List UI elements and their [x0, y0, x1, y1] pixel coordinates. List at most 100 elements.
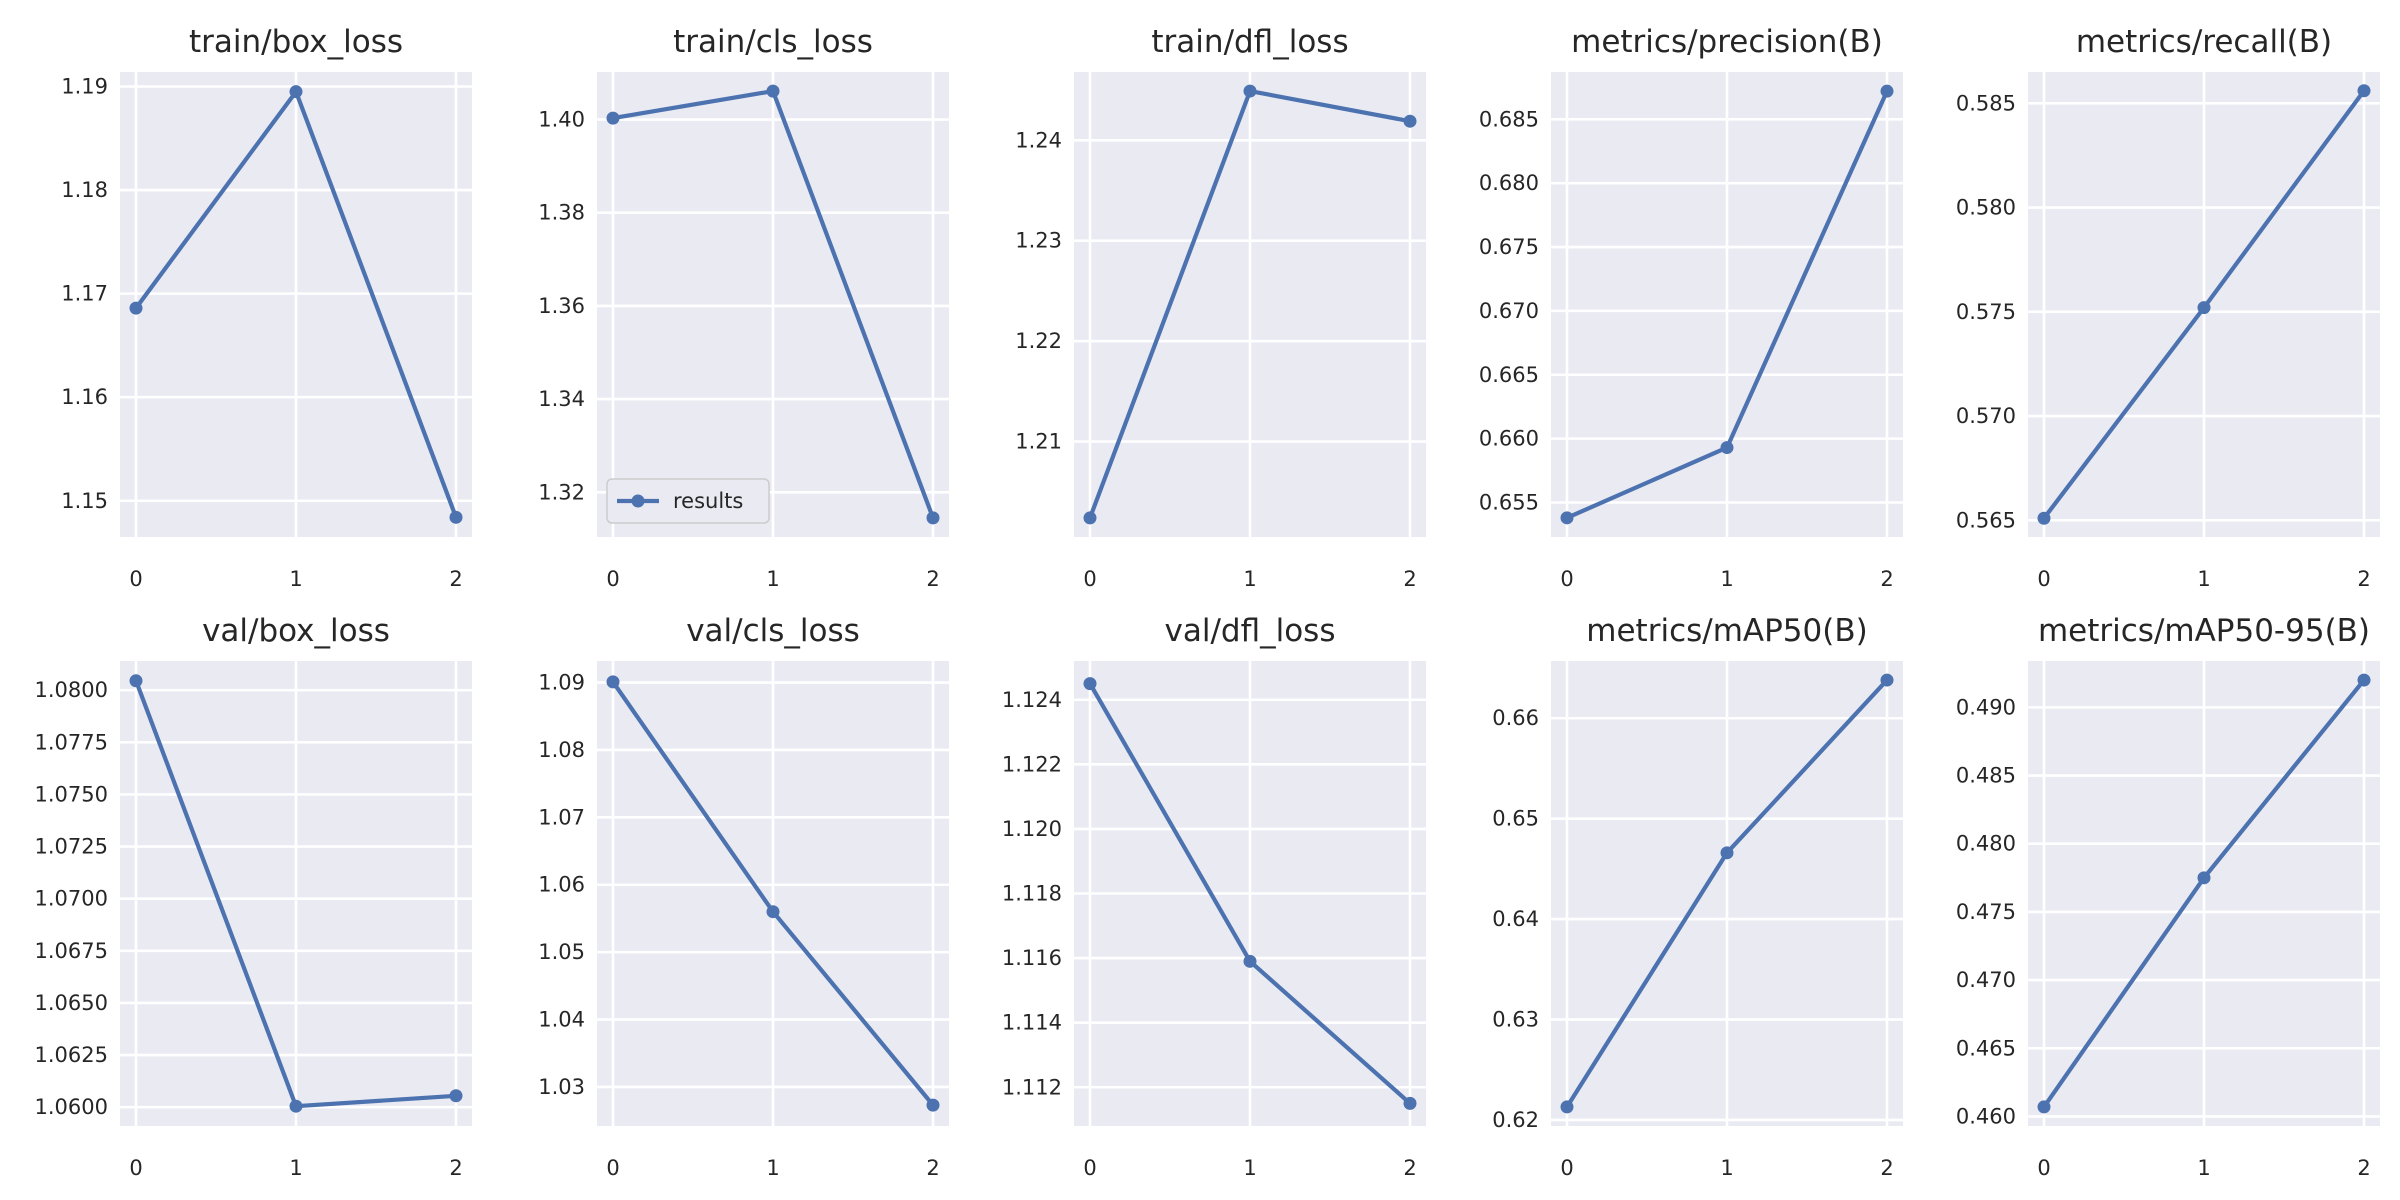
data-point: [2037, 1100, 2051, 1114]
y-tick-label: 1.22: [1015, 329, 1062, 353]
y-tick-label: 0.66: [1492, 706, 1539, 730]
subplot-2: 0 1 2 1.32 1.34 1.36 1.38 1.40 train/cls_lossres…: [538, 24, 949, 591]
data-point: [1880, 673, 1894, 687]
data-point: [1720, 441, 1734, 455]
data-point: [766, 905, 780, 919]
chart-title: train/box_loss: [189, 24, 403, 60]
y-tick-label: 1.124: [1002, 688, 1062, 712]
y-tick-label: 1.03: [538, 1075, 585, 1099]
y-tick-label: 1.122: [1002, 752, 1062, 776]
data-point: [606, 675, 620, 689]
y-tick-label: 0.685: [1479, 107, 1539, 131]
x-tick-label: 0: [1560, 1156, 1573, 1180]
y-tick-label: 0.565: [1956, 508, 2016, 532]
y-tick-label: 0.475: [1956, 900, 2016, 924]
y-tick-label: 1.116: [1002, 946, 1062, 970]
y-tick-label: 0.470: [1956, 968, 2016, 992]
legend: results: [606, 478, 770, 524]
legend-label: results: [673, 489, 743, 513]
y-tick-label: 1.0700: [35, 887, 108, 911]
data-point: [2197, 301, 2211, 315]
x-tick-label: 2: [1403, 567, 1416, 591]
y-tick-label: 1.04: [538, 1008, 585, 1032]
y-tick-label: 0.670: [1479, 299, 1539, 323]
subplot-grid: 0 1 2 1.15 1.16 1.17 1.18 1.19 train/box_loss 0 1 2…: [35, 24, 2380, 1180]
y-tick-label: 1.21: [1015, 430, 1062, 454]
x-tick-label: 0: [2037, 1156, 2050, 1180]
y-tick-label: 1.120: [1002, 817, 1062, 841]
y-tick-label: 1.0600: [35, 1095, 108, 1119]
subplot-5: 0 1 2 0.565 0.570 0.575 0.580 0.585 metrics/reca…: [1956, 24, 2380, 591]
y-tick-label: 1.17: [61, 282, 108, 306]
y-tick-label: 0.485: [1956, 764, 2016, 788]
data-point: [449, 1089, 463, 1103]
x-tick-label: 2: [926, 567, 939, 591]
data-point: [1083, 677, 1097, 691]
x-tick-label: 1: [289, 1156, 302, 1180]
x-tick-label: 2: [926, 1156, 939, 1180]
data-point: [129, 301, 143, 315]
y-tick-label: 0.575: [1956, 300, 2016, 324]
x-tick-label: 0: [129, 567, 142, 591]
x-tick-label: 2: [1880, 567, 1893, 591]
subplot-10: 0 1 2 0.460 0.465 0.470 0.475 0.480 0.485 0.490 me…: [1956, 613, 2380, 1180]
subplot-7: 0 1 2 1.03 1.04 1.05 1.06 1.07 1.08 1.09 val/cls_l…: [538, 613, 949, 1180]
chart-title: train/cls_loss: [673, 24, 873, 60]
y-tick-label: 1.40: [538, 108, 585, 132]
x-tick-label: 1: [766, 1156, 779, 1180]
y-tick-label: 1.36: [538, 294, 585, 318]
data-point: [1243, 954, 1257, 968]
y-tick-label: 1.0625: [35, 1043, 108, 1067]
chart-title: metrics/recall(B): [2076, 24, 2332, 60]
y-tick-label: 1.0650: [35, 991, 108, 1015]
x-tick-label: 2: [449, 1156, 462, 1180]
y-tick-label: 0.63: [1492, 1008, 1539, 1032]
x-tick-label: 1: [1720, 1156, 1733, 1180]
subplot-6: 0 1 2 1.0600 1.0625 1.0650 1.0675 1.0700 1.0725 1…: [35, 613, 472, 1180]
y-tick-label: 1.0800: [35, 678, 108, 702]
x-tick-label: 0: [606, 1156, 619, 1180]
y-tick-label: 0.480: [1956, 832, 2016, 856]
data-point: [449, 510, 463, 524]
x-tick-label: 1: [1720, 567, 1733, 591]
x-tick-label: 0: [2037, 567, 2050, 591]
y-tick-label: 0.62: [1492, 1108, 1539, 1132]
y-tick-label: 0.675: [1479, 235, 1539, 259]
subplot-8: 0 1 2 1.112 1.114 1.116 1.118 1.120 1.122 1.124 va…: [1002, 613, 1426, 1180]
chart-title: val/box_loss: [202, 613, 390, 649]
x-tick-label: 2: [1880, 1156, 1893, 1180]
data-point: [606, 111, 620, 125]
x-tick-label: 0: [1083, 1156, 1096, 1180]
y-tick-label: 1.19: [61, 74, 108, 98]
x-tick-label: 0: [129, 1156, 142, 1180]
y-tick-label: 1.112: [1002, 1075, 1062, 1099]
x-tick-label: 2: [1403, 1156, 1416, 1180]
y-tick-label: 1.0775: [35, 730, 108, 754]
x-tick-label: 0: [1083, 567, 1096, 591]
data-point: [289, 1099, 303, 1113]
x-tick-label: 2: [2357, 1156, 2370, 1180]
x-tick-label: 1: [2197, 1156, 2210, 1180]
y-tick-label: 1.08: [538, 738, 585, 762]
data-point: [766, 84, 780, 98]
data-point: [926, 1098, 940, 1112]
data-point: [1083, 511, 1097, 525]
x-tick-label: 1: [1243, 1156, 1256, 1180]
y-tick-label: 1.0725: [35, 835, 108, 859]
chart-title: val/cls_loss: [686, 613, 860, 649]
y-tick-label: 1.09: [538, 671, 585, 695]
y-tick-label: 0.64: [1492, 907, 1539, 931]
y-tick-label: 0.465: [1956, 1036, 2016, 1060]
y-tick-label: 1.34: [538, 387, 585, 411]
data-point: [2037, 511, 2051, 525]
y-tick-label: 1.32: [538, 480, 585, 504]
subplot-9: 0 1 2 0.62 0.63 0.64 0.65 0.66 metrics/mAP50(B): [1492, 613, 1903, 1180]
data-point: [2357, 84, 2371, 98]
data-point: [1560, 1100, 1574, 1114]
data-point: [1403, 114, 1417, 128]
data-point: [1403, 1096, 1417, 1110]
y-tick-label: 1.23: [1015, 229, 1062, 253]
y-tick-label: 1.06: [538, 873, 585, 897]
data-point: [926, 511, 940, 525]
data-point: [289, 85, 303, 99]
